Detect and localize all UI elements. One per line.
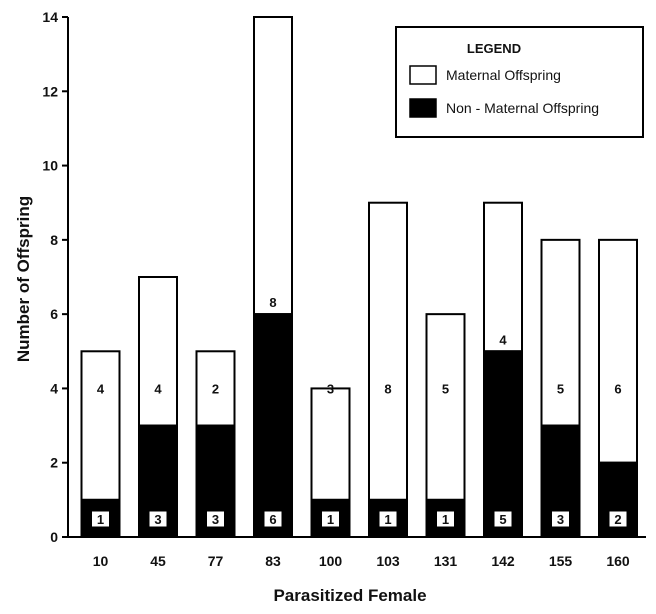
x-tick-label-45: 45 [150,553,166,569]
data-label-box-non-maternal-142 [493,510,513,528]
data-label-non-maternal-160: 2 [614,512,621,527]
x-tick-label-131: 131 [434,553,458,569]
data-label-maternal-131: 5 [442,381,449,396]
legend-label-non-maternal: Non - Maternal Offspring [446,100,599,116]
bar-maternal-160 [598,238,638,464]
bar-maternal-83 [253,16,293,316]
x-axis-title: Parasitized Female [273,586,426,605]
data-label-maternal-100: 3 [327,381,334,396]
bar-maternal-45 [138,276,178,427]
data-label-maternal-155: 5 [557,381,564,396]
data-label-non-maternal-131: 1 [442,512,449,527]
data-label-box-non-maternal-77 [206,510,225,528]
y-tick-label-4: 4 [50,380,58,396]
x-tick-label-103: 103 [376,553,400,569]
data-label-box-non-maternal-103 [378,510,398,528]
data-label-box-non-maternal-100 [321,510,340,528]
data-label-non-maternal-100: 1 [327,512,334,527]
data-label-box-non-maternal-83 [263,510,283,528]
data-label-maternal-77: 2 [212,381,219,396]
y-tick-label-0: 0 [50,529,58,545]
data-label-non-maternal-10: 1 [97,512,104,527]
legend-swatch-non-maternal [409,98,437,118]
bar-maternal-142 [483,201,523,353]
data-label-box-non-maternal-155 [551,510,570,528]
data-label-box-non-maternal-131 [436,510,455,528]
data-label-non-maternal-83: 6 [269,512,276,527]
data-label-non-maternal-103: 1 [384,512,391,527]
bar-maternal-100 [310,387,351,501]
bar-maternal-10 [80,350,121,501]
bars-layer [80,16,638,539]
x-tick-label-83: 83 [265,553,281,569]
bar-maternal-131 [425,313,466,501]
x-tick-label-10: 10 [93,553,109,569]
data-label-box-non-maternal-45 [148,510,168,528]
x-tick-label-100: 100 [319,553,343,569]
legend-label-maternal: Maternal Offspring [446,67,561,83]
legend-title: LEGEND [467,41,521,56]
x-tick-label-77: 77 [208,553,224,569]
data-label-maternal-103: 8 [384,381,391,396]
y-tick-label-2: 2 [50,455,58,471]
legend-box [395,26,644,138]
y-tick-label-8: 8 [50,232,58,248]
bar-non-maternal-83 [253,313,293,538]
bar-non-maternal-142 [483,350,523,538]
data-label-box-non-maternal-10 [91,510,110,528]
y-tick-label-14: 14 [42,9,58,25]
data-label-maternal-83: 8 [269,295,276,310]
data-label-box-non-maternal-160 [608,510,628,528]
legend: LEGEND Maternal Offspring Non - Maternal… [395,26,644,138]
data-label-non-maternal-142: 5 [499,512,506,527]
x-tick-label-160: 160 [606,553,630,569]
data-label-non-maternal-77: 3 [212,512,219,527]
x-tick-label-142: 142 [491,553,515,569]
x-tick-label-155: 155 [549,553,573,569]
y-tick-label-10: 10 [42,158,58,174]
data-label-non-maternal-45: 3 [154,512,161,527]
data-label-maternal-160: 6 [614,381,621,396]
y-axis-title: Number of Offspring [14,196,33,362]
bar-maternal-103 [368,201,408,501]
data-label-maternal-45: 4 [154,381,162,396]
data-label-maternal-142: 4 [499,332,507,347]
data-label-non-maternal-155: 3 [557,512,564,527]
bar-maternal-155 [540,238,581,427]
legend-swatch-maternal [409,65,437,85]
y-tick-label-12: 12 [42,83,58,99]
data-label-maternal-10: 4 [97,381,105,396]
y-tick-label-6: 6 [50,306,58,322]
